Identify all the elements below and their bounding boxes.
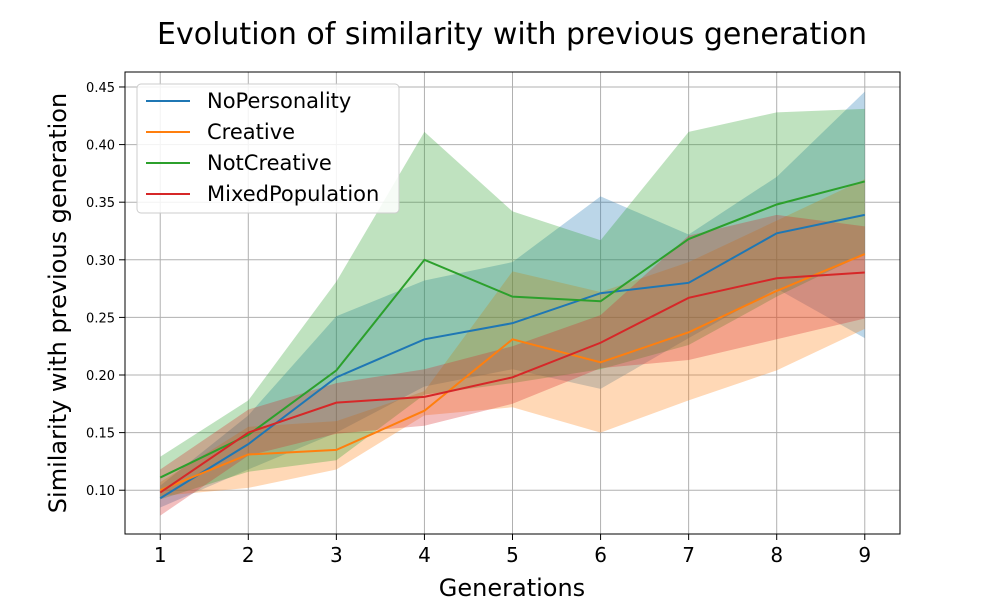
y-axis-label: Similarity with previous generation bbox=[44, 93, 72, 513]
legend: NoPersonality Creative NotCreative MixedPop… bbox=[136, 83, 400, 214]
series-line-creative bbox=[159, 253, 866, 492]
x-tick-label: 9 bbox=[858, 543, 871, 567]
legend-box bbox=[136, 83, 400, 214]
y-tick-label: 0.15 bbox=[86, 427, 115, 442]
x-axis-label: Generations bbox=[439, 574, 585, 600]
confidence-band-mixedpopulation bbox=[160, 214, 865, 516]
x-tick-label: 4 bbox=[418, 543, 431, 567]
y-tick-label: 0.35 bbox=[86, 196, 115, 211]
x-tick-label: 7 bbox=[682, 543, 695, 567]
legend-label-nopersonality: NoPersonality bbox=[207, 89, 351, 113]
x-tick-label: 3 bbox=[330, 543, 343, 567]
x-tick-label: 2 bbox=[242, 543, 255, 567]
y-tick-label: 0.25 bbox=[86, 311, 115, 326]
plot-area: 1 2 3 4 5 6 7 8 9 0.10 0.15 0.20 0.25 0.30 0.35 0.40 0.4… bbox=[86, 71, 901, 567]
legend-label-mixedpopulation: MixedPopulation bbox=[207, 182, 379, 206]
y-tick-label: 0.40 bbox=[86, 139, 115, 154]
y-tick-label: 0.45 bbox=[86, 81, 115, 96]
y-tick-label: 0.30 bbox=[86, 254, 115, 269]
series-line-mixedpopulation bbox=[159, 271, 865, 494]
y-tick-label: 0.10 bbox=[86, 484, 115, 499]
series-line-notcreative bbox=[159, 180, 866, 479]
x-tick-label: 1 bbox=[154, 543, 167, 567]
chart-title: Evolution of similarity with previous ge… bbox=[157, 17, 867, 52]
x-tick-label: 8 bbox=[770, 543, 783, 567]
y-tick-label: 0.20 bbox=[86, 369, 115, 384]
confidence-band-creative bbox=[160, 179, 865, 496]
legend-label-notcreative: NotCreative bbox=[207, 151, 332, 175]
x-tick-label: 5 bbox=[506, 543, 519, 567]
x-tick-label: 6 bbox=[594, 543, 607, 567]
legend-label-creative: Creative bbox=[207, 120, 295, 144]
